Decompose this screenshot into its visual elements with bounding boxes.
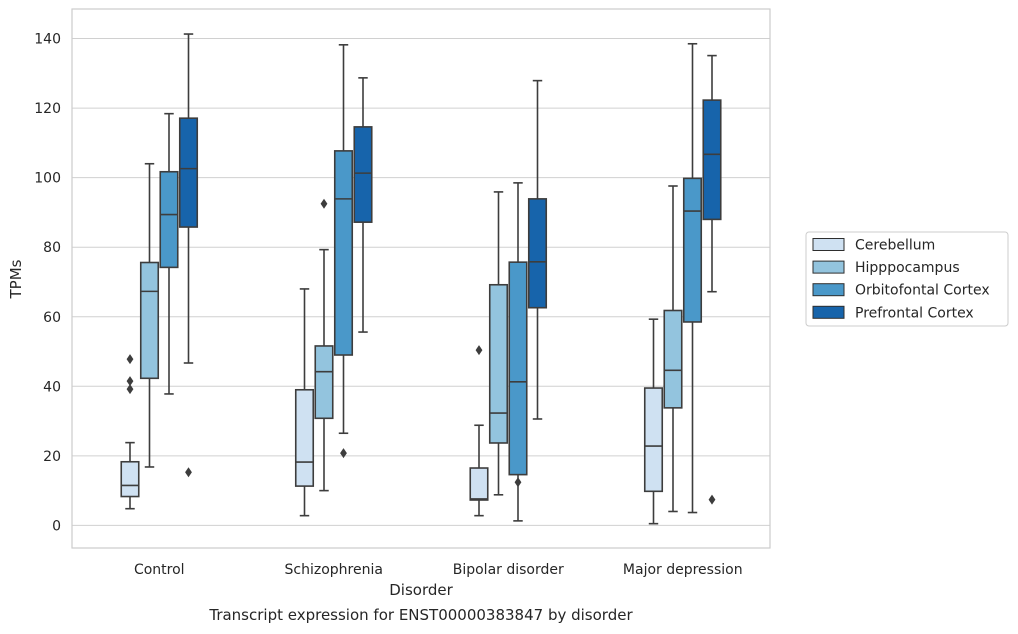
y-tick-label: 100 xyxy=(34,171,61,187)
box xyxy=(159,170,179,269)
legend: Cerebellum Hipppocampus Orbitofontal Corte… xyxy=(805,231,1009,327)
legend-items: Cerebellum Hipppocampus Orbitofontal Corte… xyxy=(812,238,990,321)
box-group xyxy=(527,79,548,420)
box-group xyxy=(294,288,315,517)
outlier-point xyxy=(708,494,716,505)
legend-swatch xyxy=(812,238,845,251)
legend-swatch xyxy=(812,260,845,274)
legend-swatch xyxy=(812,283,845,297)
outlier-point xyxy=(126,376,134,387)
box-group xyxy=(663,185,683,513)
legend-swatch xyxy=(812,305,845,319)
box xyxy=(333,150,354,356)
outlier-point xyxy=(185,467,192,478)
legend-label: Hipppocampus xyxy=(855,260,960,276)
box xyxy=(527,198,548,309)
outlier-point xyxy=(126,384,134,395)
outlier-point xyxy=(126,354,134,365)
box-group xyxy=(178,33,199,478)
box-group xyxy=(643,318,664,525)
box xyxy=(469,467,489,501)
box xyxy=(682,177,703,323)
box xyxy=(294,388,315,487)
y-tick-label: 20 xyxy=(43,449,61,465)
box-group xyxy=(488,191,509,496)
legend-label: Cerebellum xyxy=(855,238,935,254)
box xyxy=(702,99,722,221)
y-tick-label: 60 xyxy=(43,310,61,326)
box xyxy=(120,460,140,498)
box-group xyxy=(333,44,354,459)
box xyxy=(663,309,683,409)
box-group xyxy=(139,162,160,468)
box-group xyxy=(682,42,703,514)
box xyxy=(178,117,199,228)
box-group xyxy=(353,77,373,333)
x-ticks: Control Schizophrenia Bipolar disorder Majo… xyxy=(134,562,743,578)
box-group xyxy=(469,345,489,517)
plot-frame xyxy=(71,8,771,549)
outlier-point xyxy=(475,345,483,356)
box xyxy=(139,261,160,380)
box xyxy=(488,283,509,444)
box-group xyxy=(120,354,140,510)
x-tick-label: Major depression xyxy=(623,562,743,578)
legend-label: Orbitofontal Cortex xyxy=(855,283,990,299)
legend-label: Prefrontal Cortex xyxy=(855,305,974,321)
y-tick-label: 140 xyxy=(34,32,61,48)
y-tick-label: 80 xyxy=(43,240,61,256)
box xyxy=(314,345,334,420)
x-tick-label: Bipolar disorder xyxy=(453,562,564,578)
y-tick-label: 40 xyxy=(43,379,61,395)
legend-frame xyxy=(805,231,1009,327)
box xyxy=(353,126,373,223)
figure-caption: Transcript expression for ENST0000038384… xyxy=(209,606,633,624)
y-tick-label: 0 xyxy=(52,518,61,534)
grid xyxy=(72,38,770,526)
box-group xyxy=(159,112,179,395)
x-axis-label: Disorder xyxy=(389,581,453,599)
box-group xyxy=(508,182,528,522)
outlier-point xyxy=(340,448,347,459)
x-tick-label: Schizophrenia xyxy=(285,562,383,578)
outlier-point xyxy=(514,477,522,488)
x-tick-label: Control xyxy=(134,562,185,578)
y-tick-label: 120 xyxy=(34,101,61,117)
y-ticks: 0 20 40 60 80 100 120 140 xyxy=(34,32,61,535)
plot-marks xyxy=(120,33,722,525)
y-axis-label: TPMs xyxy=(7,259,25,299)
outlier-point xyxy=(320,198,328,209)
box-group xyxy=(314,198,334,492)
box-group xyxy=(702,54,722,505)
box xyxy=(508,261,528,476)
box xyxy=(643,387,664,493)
